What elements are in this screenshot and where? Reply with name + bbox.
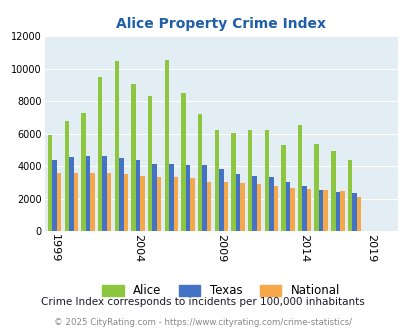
Bar — [347, 160, 352, 231]
Bar — [131, 84, 135, 231]
Bar — [185, 165, 190, 231]
Bar — [281, 145, 285, 231]
Bar — [181, 93, 185, 231]
Bar — [352, 193, 356, 231]
Bar — [230, 133, 235, 231]
Bar — [297, 125, 302, 231]
Bar — [69, 157, 73, 231]
Bar — [306, 189, 311, 231]
Bar — [147, 95, 152, 231]
Bar — [235, 174, 240, 231]
Bar — [102, 155, 107, 231]
Bar — [57, 173, 61, 231]
Bar — [73, 173, 78, 231]
Bar — [81, 113, 85, 231]
Bar — [330, 151, 335, 231]
Bar — [318, 190, 323, 231]
Legend: Alice, Texas, National: Alice, Texas, National — [97, 280, 344, 302]
Bar — [98, 77, 102, 231]
Bar — [140, 176, 144, 231]
Bar — [135, 160, 140, 231]
Bar — [218, 169, 223, 231]
Bar — [156, 177, 161, 231]
Bar — [290, 188, 294, 231]
Bar — [214, 130, 218, 231]
Bar — [314, 144, 318, 231]
Bar — [202, 165, 207, 231]
Bar — [323, 190, 327, 231]
Bar — [256, 184, 261, 231]
Bar — [269, 178, 273, 231]
Bar — [64, 121, 69, 231]
Bar — [90, 173, 94, 231]
Text: Crime Index corresponds to incidents per 100,000 inhabitants: Crime Index corresponds to incidents per… — [41, 297, 364, 307]
Bar — [356, 197, 360, 231]
Bar — [207, 182, 211, 231]
Bar — [190, 178, 194, 231]
Bar — [107, 173, 111, 231]
Bar — [152, 164, 156, 231]
Title: Alice Property Crime Index: Alice Property Crime Index — [116, 17, 326, 31]
Bar — [48, 135, 52, 231]
Bar — [302, 186, 306, 231]
Bar — [285, 182, 290, 231]
Bar — [273, 185, 277, 231]
Text: © 2025 CityRating.com - https://www.cityrating.com/crime-statistics/: © 2025 CityRating.com - https://www.city… — [54, 318, 351, 327]
Bar — [240, 183, 244, 231]
Bar — [197, 114, 202, 231]
Bar — [85, 155, 90, 231]
Bar — [264, 130, 269, 231]
Bar — [247, 130, 252, 231]
Bar — [252, 176, 256, 231]
Bar — [119, 158, 123, 231]
Bar — [335, 192, 339, 231]
Bar — [164, 60, 168, 231]
Bar — [223, 182, 228, 231]
Bar — [52, 160, 57, 231]
Bar — [339, 191, 344, 231]
Bar — [123, 174, 128, 231]
Bar — [114, 61, 119, 231]
Bar — [168, 164, 173, 231]
Bar — [173, 178, 178, 231]
